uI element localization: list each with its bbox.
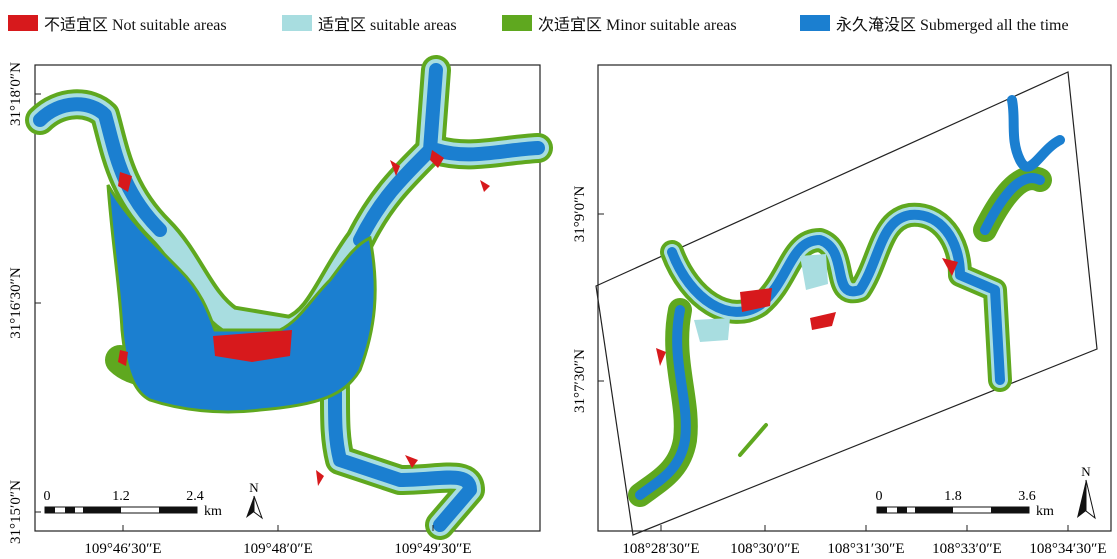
right-lon-label-1: 108°28′30″E [622,541,699,557]
left-scale-unit: km [204,504,222,519]
maps-canvas: 31°18′0″N 31°16′30″N 31°15′0″N 109°46′30… [8,55,1112,557]
legend-label-submerged: 永久淹没区 Submerged all the time [836,17,1069,34]
legend-swatch-suitable [282,15,312,31]
left-scale-label-0: 0 [44,489,51,504]
left-scale-label-2: 2.4 [186,489,204,504]
left-lon-label-2: 109°48′0″E [243,541,313,557]
right-scale-unit: km [1036,504,1054,519]
legend-swatch-not-suitable [8,15,38,31]
legend-swatch-minor [502,15,532,31]
left-map: 31°18′0″N 31°16′30″N 31°15′0″N 109°46′30… [8,55,553,557]
left-lon-label-1: 109°46′30″E [84,541,161,557]
right-scale-label-2: 3.6 [1018,489,1036,504]
legend-label-not-suitable: 不适宜区 Not suitable areas [44,17,227,34]
right-scale-label-1: 1.8 [944,489,962,504]
right-north-arrow-icon: N [1077,464,1096,520]
left-scale-bar: 0 1.2 2.4 km [44,489,223,519]
right-lat-label-1: 31°9′0″N [572,186,588,243]
legend-item-submerged: 永久淹没区 Submerged all the time [800,12,1069,34]
right-tributary-minor [738,423,768,457]
left-scale-label-1: 1.2 [112,489,130,504]
legend: 不适宜区 Not suitable areas 适宜区 suitable are… [0,0,1117,44]
legend-item-suitable: 适宜区 suitable areas [282,12,457,34]
legend-swatch-submerged [800,15,830,31]
right-lat-label-2: 31°7′30″N [572,349,588,413]
right-lon-label-2: 108°30′0″E [730,541,800,557]
right-lon-label-4: 108°33′0″E [932,541,1002,557]
right-lon-label-5: 108°34′30″E [1029,541,1106,557]
legend-label-suitable: 适宜区 suitable areas [318,17,457,34]
right-not-suitable-patches [656,258,958,366]
legend-item-minor: 次适宜区 Minor suitable areas [502,12,737,34]
right-suitable-patches [694,254,828,342]
legend-label-minor: 次适宜区 Minor suitable areas [538,17,737,34]
left-lat-label-2: 31°16′30″N [8,267,24,339]
left-ticks [35,93,434,531]
left-not-suitable-patches [118,150,490,486]
left-north-arrow-icon: N [246,480,264,520]
left-lat-label-3: 31°15′0″N [8,480,24,544]
left-north-label: N [249,480,259,495]
legend-item-not-suitable: 不适宜区 Not suitable areas [8,12,227,34]
right-map: 31°9′0″N 31°7′30″N 108°28′30″E 108°30′0″… [572,64,1112,557]
right-map-clip-outline [595,71,1098,536]
right-lon-label-3: 108°31′30″E [827,541,904,557]
left-lon-label-3: 109°49′30″E [394,541,471,557]
right-north-label: N [1081,464,1091,479]
right-ticks [598,213,1069,531]
left-lat-label-1: 31°18′0″N [8,62,24,126]
left-reservoir [25,55,553,540]
right-scale-label-0: 0 [876,489,883,504]
right-scale-bar: 0 1.8 3.6 km [876,489,1055,519]
